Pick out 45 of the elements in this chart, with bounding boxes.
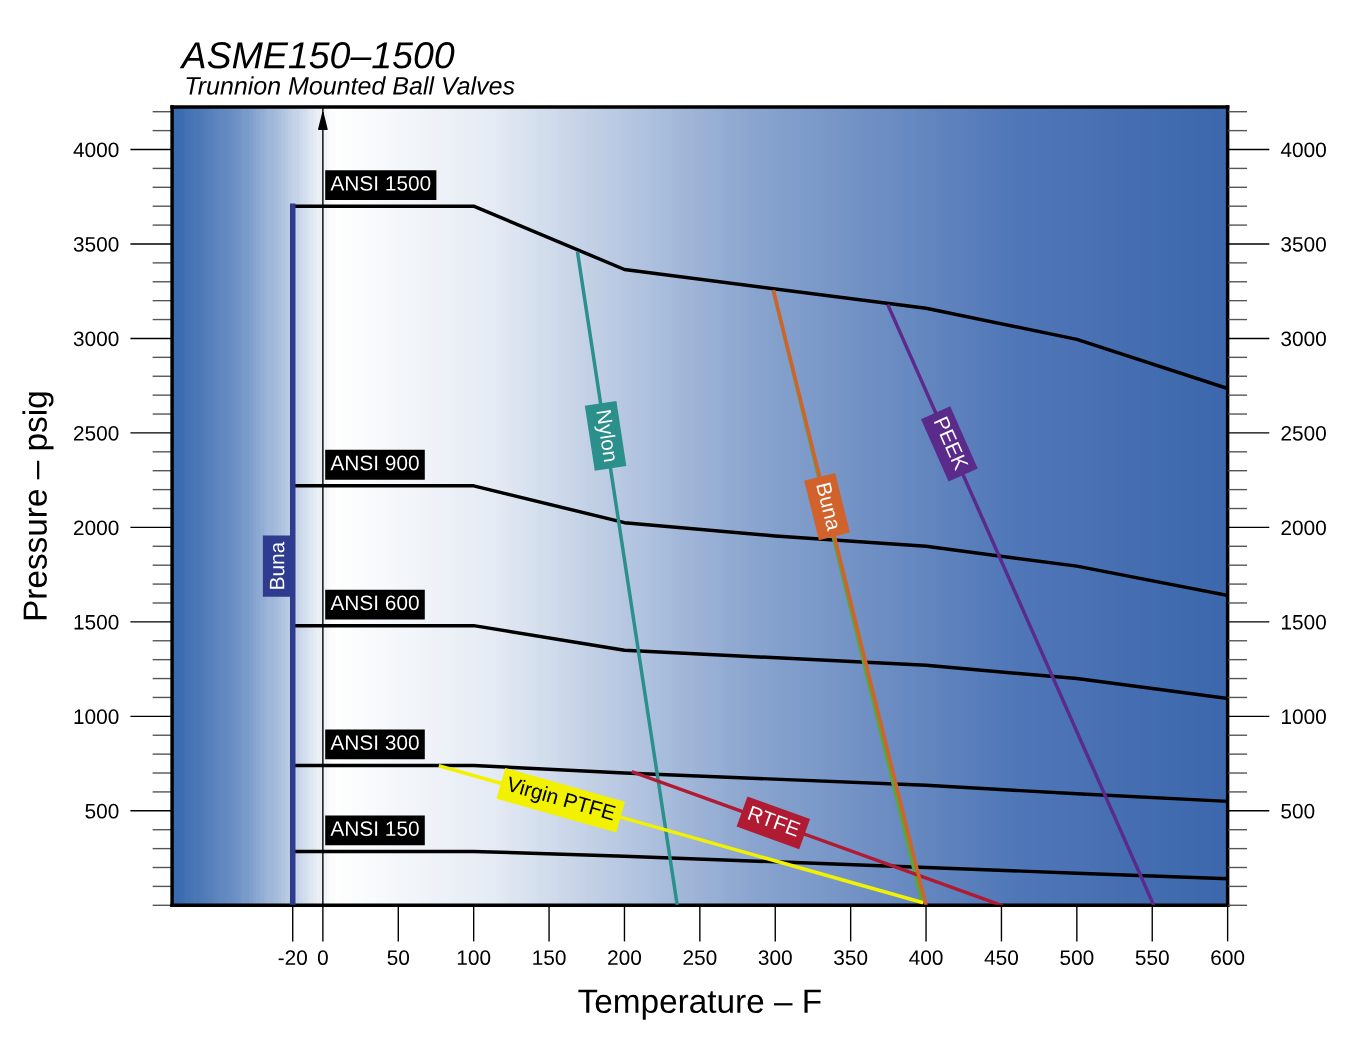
text: Buna [816, 482, 842, 532]
y2-tick-label: 1500 [1282, 614, 1326, 630]
series-label: ANSI 150 [330, 821, 419, 836]
text: PEEK [933, 416, 969, 472]
y2-tick-label: 3000 [1281, 331, 1326, 347]
x-tick-label: 500 [1060, 950, 1094, 966]
y2-tick-label: 4000 [1280, 142, 1326, 158]
x-tick-label: 50 [387, 950, 410, 966]
x-tick-label: 250 [683, 950, 717, 966]
y2-tick-label: 500 [1281, 803, 1315, 819]
x-tick-label: 350 [834, 950, 868, 966]
x-tick-label: 200 [608, 950, 642, 966]
y-tick-label: 2500 [74, 425, 119, 441]
x-tick-label: 100 [457, 950, 491, 966]
y-tick-label: 1500 [74, 614, 119, 630]
series-label: ANSI 600 [330, 595, 419, 611]
x-tick-label: 0 [317, 950, 328, 966]
chart-subtitle: Trunnion Mounted Ball Valves [186, 76, 515, 95]
y-tick-label: 500 [85, 803, 119, 819]
x-tick-label: -20 [278, 950, 307, 966]
x-tick-label: 600 [1211, 950, 1245, 966]
y-tick-label: 3500 [73, 236, 119, 252]
chart-title: ASME150–1500 [179, 42, 455, 69]
text: RTFE [747, 805, 801, 837]
x-tick-label: 150 [533, 950, 566, 966]
y-tick-label: 2000 [74, 520, 119, 536]
x-tick-label: 550 [1135, 950, 1169, 966]
text: Virgin PTFE [504, 775, 617, 825]
y2-tick-label: 2000 [1281, 520, 1326, 536]
x-tick-label: 400 [909, 950, 943, 966]
series-label: ANSI 1500 [330, 175, 431, 191]
y-tick-label: 4000 [73, 142, 119, 158]
text: Buna [269, 541, 285, 589]
y-tick-label: 1000 [74, 709, 119, 725]
x-tick-label: 300 [758, 950, 792, 966]
x-axis-title: Temperature – F [578, 989, 821, 1020]
series-label: ANSI 900 [330, 455, 419, 471]
y2-tick-label: 3500 [1281, 236, 1326, 252]
y2-tick-label: 2500 [1281, 425, 1326, 441]
y2-tick-label: 1000 [1282, 709, 1326, 725]
y-tick-label: 3000 [73, 331, 119, 347]
y-axis-title: Pressure – psig [22, 392, 54, 620]
x-tick-label: 450 [984, 950, 1019, 966]
text: Nylon [592, 409, 619, 463]
series-label: ANSI 300 [330, 735, 419, 751]
